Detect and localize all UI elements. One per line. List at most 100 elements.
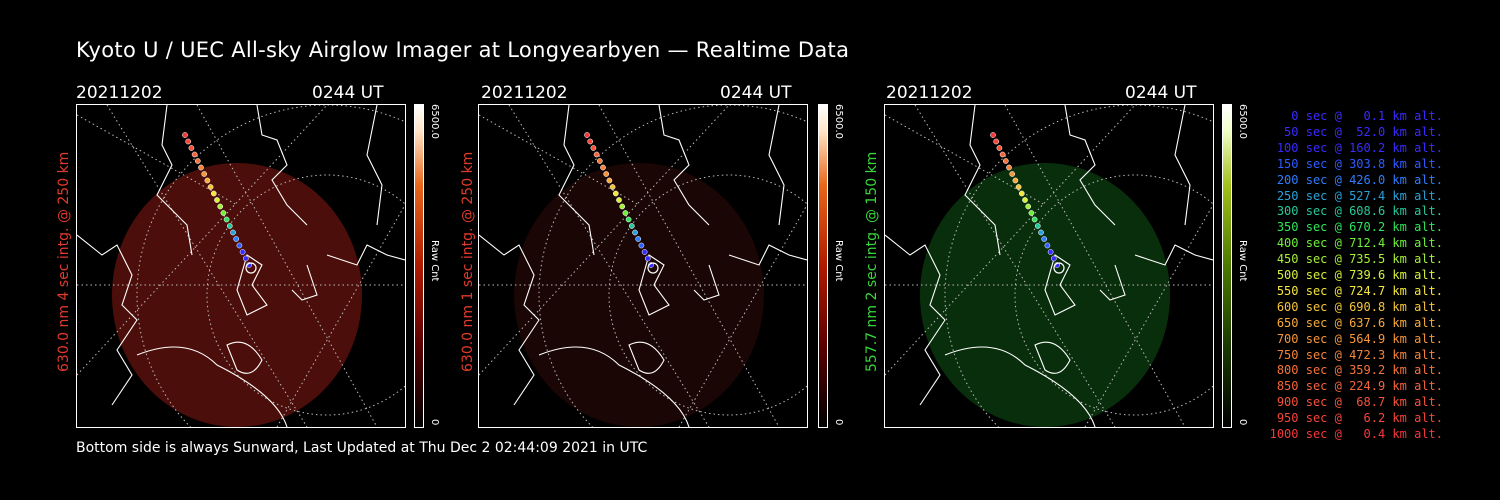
trajectory-point [632,229,638,236]
coastline [256,105,308,226]
legend-row: 100 sec @ 160.2 km alt. [1276,140,1443,155]
trajectory-point [1044,242,1051,249]
coastline [1064,105,1116,226]
trajectory-point [1031,216,1038,223]
trajectory-point [641,249,648,255]
meridian-grid-line [1004,105,1186,427]
meridian-grid-line [106,105,308,427]
panel-1-time: 0244 UT [312,83,384,103]
coastline [291,264,318,301]
trajectory-point [198,164,204,171]
trajectory-point [1041,236,1048,242]
trajectory-point [242,255,249,262]
trajectory-point [996,145,1003,151]
trajectory-point [1038,229,1044,236]
legend-row: 50 sec @ 52.0 km alt. [1284,124,1443,139]
trajectory-point [993,138,1000,145]
panel-3-cbar-max: 6500.0 [1237,104,1248,139]
legend-row: 950 sec @ 6.2 km alt. [1276,411,1443,426]
panel-3-date: 20211202 [886,83,973,103]
trajectory-point [644,255,651,262]
page-title: Kyoto U / UEC All-sky Airglow Imager at … [76,38,850,62]
trajectory-point [612,190,619,197]
trajectory-point [603,171,610,177]
trajectory-point [1009,171,1016,177]
coastline [944,346,1096,427]
trajectory-point [188,145,195,151]
coastline [1134,244,1213,266]
meridian-grid-line [508,105,710,427]
legend-row: 850 sec @ 224.9 km alt. [1276,379,1443,394]
panel-2-cbar-min: 0 [833,419,844,426]
coastline [558,105,595,256]
coastline [964,105,1001,256]
panel-2-cbar-label: Raw Cnt [833,240,844,282]
trajectory-point [609,184,616,190]
trajectory-point [587,138,594,145]
coastline [1174,105,1191,226]
panel-3-time: 0244 UT [1125,83,1197,103]
coastline [156,105,193,256]
legend-row: 450 sec @ 735.5 km alt. [1276,252,1443,267]
panel-3-ylabel: 557.7 nm 2 sec intg. @ 150 km [864,151,880,372]
coastline [326,244,405,266]
legend-row: 150 sec @ 303.8 km alt. [1276,156,1443,171]
trajectory-point [1012,177,1019,184]
legend-row: 550 sec @ 724.7 km alt. [1276,283,1443,298]
panel-3-colorbar [1222,104,1232,428]
panel-1-cbar-min: 0 [429,419,440,426]
trajectory-point [1034,223,1041,229]
legend-row: 800 sec @ 359.2 km alt. [1276,363,1443,378]
trajectory-point [622,210,629,216]
legend-row: 700 sec @ 564.9 km alt. [1276,331,1443,346]
trajectory-point [619,203,626,210]
panel-1-cbar-max: 6500.0 [429,104,440,139]
trajectory-point [635,236,642,242]
legend-row: 650 sec @ 637.6 km alt. [1276,315,1443,330]
panel-1-allsky-image [76,104,406,428]
trajectory-point [204,177,211,184]
legend-row: 350 sec @ 670.2 km alt. [1276,220,1443,235]
coastline [366,105,383,226]
meridian-grid-line [77,105,328,376]
legend-row: 0 sec @ 0.1 km alt. [1291,109,1443,123]
coastline [768,105,785,226]
panel-2-ylabel: 630.0 nm 1 sec intg. @ 250 km [460,151,476,372]
panel-2-date: 20211202 [481,83,568,103]
coastline [77,234,138,406]
meridian-grid-line [479,105,730,376]
legend-row: 600 sec @ 690.8 km alt. [1276,299,1443,314]
panel-2-time: 0244 UT [720,83,792,103]
trajectory-point [185,138,192,145]
airglow-emission [920,163,1170,427]
meridian-grid-line [885,105,1136,376]
trajectory-point [1047,249,1054,255]
airglow-emission [514,163,764,427]
trajectory-point [590,145,597,151]
trajectory-point [233,236,240,242]
trajectory-point [1002,158,1009,164]
station-marker [245,262,257,274]
trajectory-point [191,151,198,158]
trajectory-point [239,249,246,255]
legend-row: 750 sec @ 472.3 km alt. [1276,347,1443,362]
station-marker [1053,262,1065,274]
trajectory-point [1018,190,1025,197]
panel-1-colorbar [414,104,424,428]
panel-2-map-svg [479,105,807,427]
legend-row: 500 sec @ 739.6 km alt. [1276,268,1443,282]
trajectory-point [625,216,632,223]
meridian-grid-line [914,105,1116,427]
footer-status: Bottom side is always Sunward, Last Upda… [76,440,648,456]
meridian-grid-line [598,105,780,427]
coastline [628,341,665,374]
trajectory-point [1050,255,1057,262]
trajectory-point [1025,203,1032,210]
coastline [538,346,690,427]
coastline [885,234,946,406]
trajectory-point [210,190,217,197]
trajectory-point [596,158,603,164]
coastline [1034,341,1071,374]
coastline [1044,254,1076,316]
trajectory-point [606,177,613,184]
